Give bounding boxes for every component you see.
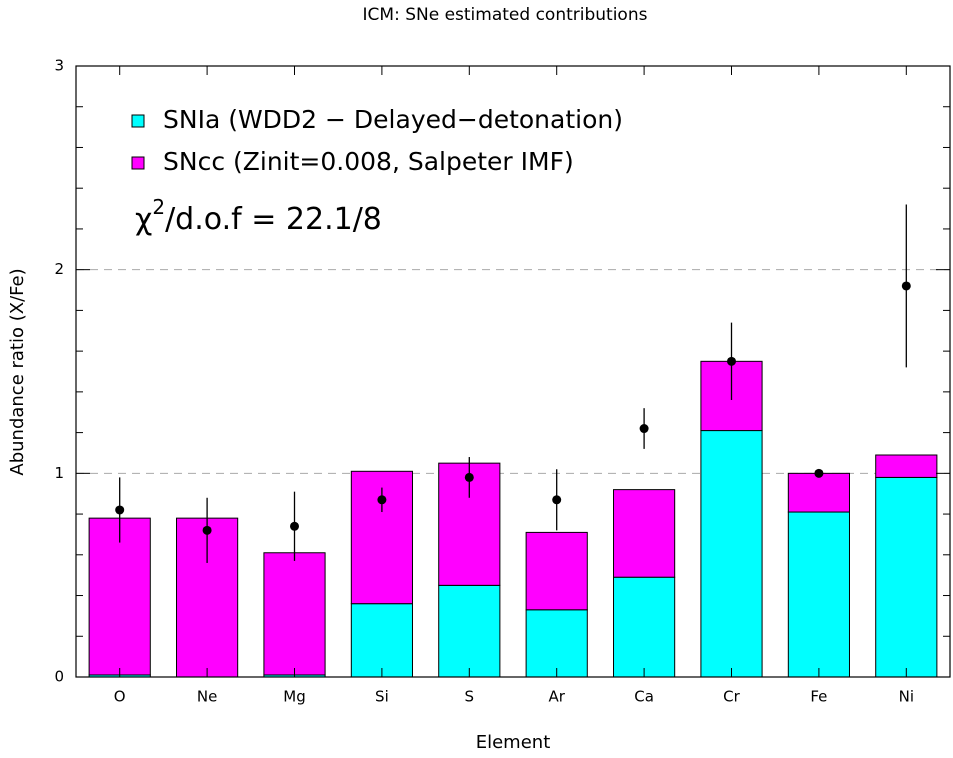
- x-tick-label: Ca: [634, 688, 654, 706]
- bar-segment: [700, 430, 763, 678]
- x-tick-label: Ne: [197, 688, 217, 706]
- bar-segment: [438, 584, 501, 678]
- annotation: χ2/d.o.f = 22.1/8: [135, 195, 382, 237]
- chart-title: ICM: SNe estimated contributions: [363, 5, 648, 25]
- data-point: [464, 472, 474, 482]
- annotation-part: /d.o.f = 22.1/8: [165, 202, 382, 237]
- x-tick-label: Mg: [283, 688, 305, 706]
- y-tick-label: 0: [54, 668, 64, 686]
- data-point: [115, 505, 125, 515]
- data-point: [290, 521, 299, 531]
- y-tick-label: 2: [54, 260, 64, 278]
- x-tick-label: O: [114, 688, 126, 706]
- data-point: [727, 356, 736, 366]
- plot-frame: [75, 65, 951, 678]
- y-tick-label: 3: [54, 57, 64, 75]
- data-point: [814, 468, 824, 478]
- bar-segment: [350, 603, 413, 678]
- data-point: [202, 525, 212, 535]
- bar-segment: [525, 531, 588, 611]
- bar-segment: [263, 552, 326, 676]
- bar-segment: [613, 576, 676, 678]
- y-axis-label: Abundance ratio (X/Fe): [7, 268, 28, 475]
- data-point: [552, 495, 562, 505]
- x-tick-label: Ar: [548, 688, 565, 706]
- bar-segment: [787, 511, 850, 678]
- legend-swatch: [131, 156, 145, 170]
- x-tick-label: Ni: [899, 688, 914, 706]
- legend-label: SNIa (WDD2 − Delayed−detonation): [163, 105, 623, 134]
- data-point: [377, 495, 387, 505]
- x-tick-label: Fe: [810, 688, 827, 706]
- data-point: [639, 424, 649, 434]
- legend-label: SNcc (Zinit=0.008, Salpeter IMF): [163, 147, 574, 176]
- x-tick-label: Cr: [723, 688, 740, 706]
- bar-segment: [613, 489, 676, 578]
- data-point: [901, 281, 911, 291]
- annotation-part: χ: [135, 202, 152, 237]
- bar-segment: [875, 454, 938, 478]
- legend-swatch: [131, 114, 145, 128]
- x-tick-label: S: [465, 688, 475, 706]
- bar-segment: [88, 517, 151, 676]
- x-axis-label: Element: [476, 732, 551, 753]
- x-tick-label: Si: [375, 688, 389, 706]
- y-tick-label: 1: [54, 464, 64, 482]
- bar-segment: [875, 476, 938, 678]
- bar-segment: [525, 609, 588, 678]
- bar-segment: [787, 472, 850, 513]
- annotation-part: 2: [152, 195, 165, 219]
